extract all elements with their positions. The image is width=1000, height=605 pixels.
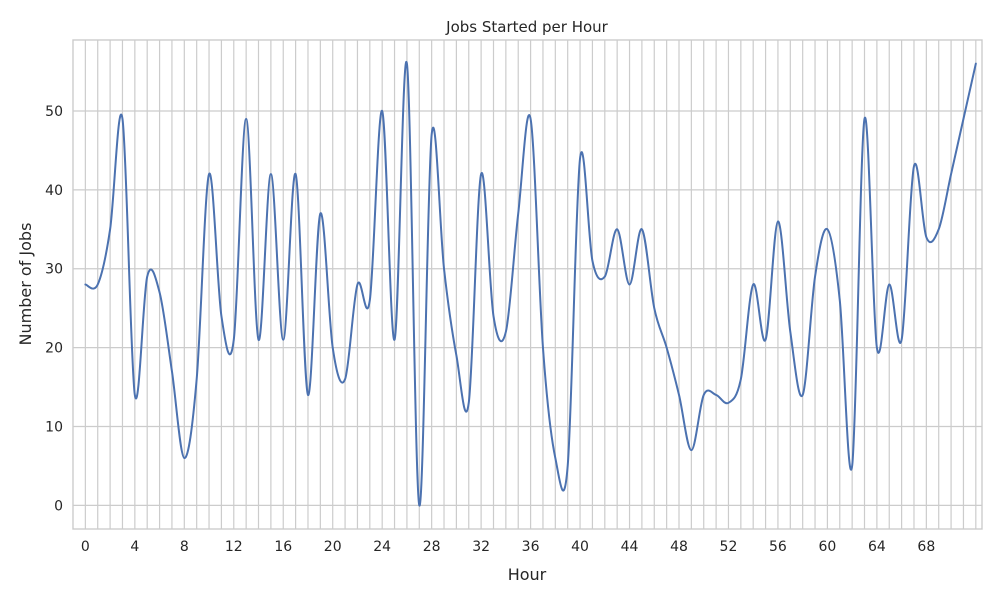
x-tick-label: 40 [571, 539, 589, 555]
ticks: 0 4 8 12 16 20 24 28 32 36 40 44 48 52 56 60 64 680102030… [45, 104, 935, 555]
series-layer [84, 60, 977, 507]
x-tick-label: 68 [917, 539, 935, 555]
x-tick-label: 24 [373, 539, 391, 555]
x-tick-label: 64 [868, 539, 886, 555]
y-tick-label: 10 [45, 419, 63, 435]
plot-frame [72, 39, 983, 530]
x-tick-label: 56 [769, 539, 787, 555]
x-tick-label: 52 [720, 539, 738, 555]
series-line-0 [84, 60, 977, 507]
x-tick-label: 32 [472, 539, 490, 555]
x-tick-label: 8 [180, 539, 189, 555]
x-tick-label: 16 [274, 539, 292, 555]
x-tick-label: 60 [818, 539, 836, 555]
y-tick-label: 50 [45, 104, 63, 120]
x-tick-label: 28 [423, 539, 441, 555]
y-axis-label: Number of Jobs [16, 223, 35, 346]
y-tick-label: 40 [45, 183, 63, 199]
plot-border [72, 39, 983, 530]
x-tick-label: 12 [225, 539, 243, 555]
x-tick-label: 48 [670, 539, 688, 555]
chart-title: Jobs Started per Hour [445, 18, 609, 36]
y-tick-label: 0 [54, 498, 63, 514]
x-tick-label: 20 [324, 539, 342, 555]
x-tick-label: 0 [81, 539, 90, 555]
x-tick-label: 36 [522, 539, 540, 555]
y-tick-label: 20 [45, 341, 63, 357]
grid [73, 40, 982, 529]
y-tick-label: 30 [45, 262, 63, 278]
x-tick-label: 4 [130, 539, 139, 555]
x-axis-label: Hour [508, 565, 547, 584]
x-tick-label: 44 [621, 539, 639, 555]
